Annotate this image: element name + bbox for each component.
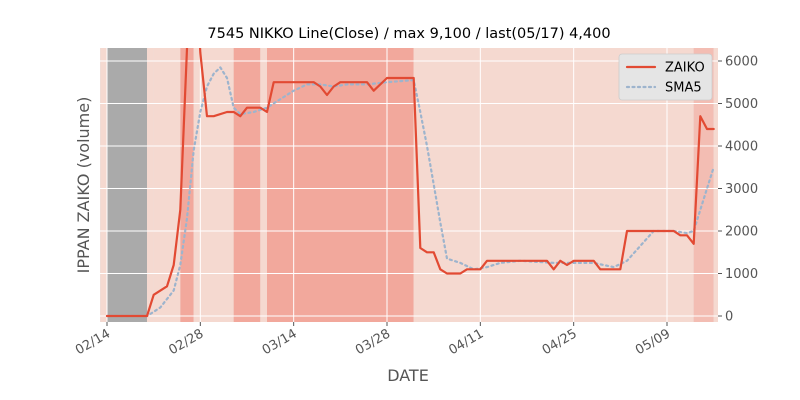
background-band (260, 48, 267, 322)
y-axis-ticks: 0 1000 2000 3000 4000 5000 6000 (718, 55, 758, 325)
y-tick-label: 4000 (725, 140, 758, 155)
y-tick-label: 6000 (725, 55, 758, 70)
series-line-sma5 (105, 66, 715, 318)
y-tick-label: 5000 (725, 97, 758, 112)
legend-label-zaiko: ZAIKO (665, 61, 705, 76)
y-tick-label: 0 (725, 310, 733, 325)
background-band (100, 48, 107, 322)
legend: ZAIKO SMA5 (618, 53, 713, 101)
background-band (713, 48, 718, 322)
x-tick-label: 04/25 (540, 326, 580, 358)
y-tick-label: 3000 (725, 182, 758, 197)
x-axis-ticks: 02/14 02/28 03/14 03/28 04/11 04/25 05/09 (73, 322, 673, 358)
background-band (107, 48, 147, 322)
background-band (233, 48, 261, 322)
legend-box (618, 53, 713, 101)
y-tick-label: 2000 (725, 225, 758, 240)
background-band (267, 48, 414, 322)
background-band (193, 48, 234, 322)
background-band (147, 48, 154, 322)
x-tick-label: 04/11 (446, 326, 486, 358)
x-tick-label: 05/09 (633, 326, 673, 358)
y-axis-label: IPPAN ZAIKO (volume) (74, 97, 93, 274)
chart-title: 7545 NIKKO Line(Close) / max 9,100 / las… (207, 26, 610, 42)
x-axis-label: DATE (387, 366, 429, 385)
legend-label-sma5: SMA5 (665, 81, 702, 96)
background-band (693, 48, 714, 322)
y-tick-label: 1000 (725, 267, 758, 282)
background-band (153, 48, 181, 322)
x-tick-label: 03/14 (260, 326, 300, 358)
series-line-zaiko (105, 48, 715, 318)
series-layer (105, 48, 715, 318)
x-tick-label: 02/14 (73, 326, 113, 358)
x-tick-label: 03/28 (353, 326, 393, 358)
x-tick-label: 02/28 (166, 326, 206, 358)
